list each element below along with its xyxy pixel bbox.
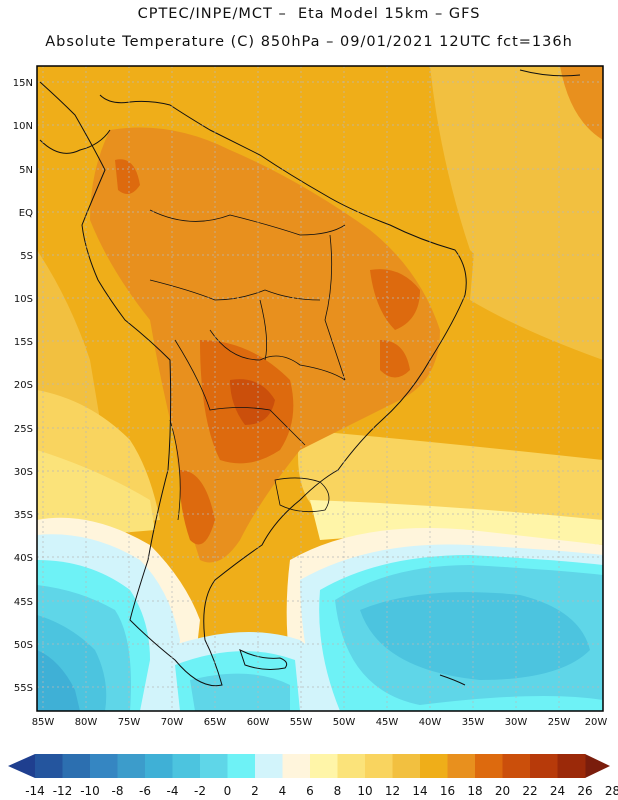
lon-label: 45W bbox=[376, 717, 399, 728]
lon-label: 35W bbox=[462, 717, 485, 728]
colorbar-swatch bbox=[337, 754, 366, 778]
lat-label: 55S bbox=[14, 683, 33, 694]
lon-label: 65W bbox=[204, 717, 227, 728]
colorbar-tick-label: 0 bbox=[224, 784, 232, 798]
colorbar-swatch bbox=[365, 754, 393, 778]
lat-label: 20S bbox=[14, 380, 33, 391]
lon-label: 80W bbox=[75, 717, 98, 728]
colorbar-tick-label: 24 bbox=[550, 784, 565, 798]
colorbar-swatch bbox=[557, 754, 586, 778]
colorbar-tick-label: -8 bbox=[112, 784, 124, 798]
colorbar-swatch bbox=[530, 754, 558, 778]
lat-label: 45S bbox=[14, 597, 33, 608]
colorbar-swatch bbox=[145, 754, 173, 778]
colorbar-swatch bbox=[420, 754, 448, 778]
colorbar-swatch bbox=[200, 754, 228, 778]
lon-label: 50W bbox=[333, 717, 356, 728]
temperature-field bbox=[37, 66, 603, 711]
chart-title-line-1: CPTEC/INPE/MCT – Eta Model 15km – GFS bbox=[137, 6, 481, 22]
colorbar-tick-label: 18 bbox=[467, 784, 482, 798]
colorbar-tick-label: -14 bbox=[25, 784, 45, 798]
lat-lon-grid bbox=[37, 66, 603, 711]
colorbar-tick-label: 16 bbox=[440, 784, 455, 798]
colorbar-swatch bbox=[172, 754, 201, 778]
lon-label: 20W bbox=[585, 717, 608, 728]
lat-label: 10N bbox=[13, 121, 33, 132]
colorbar-swatch bbox=[227, 754, 256, 778]
lon-label: 85W bbox=[32, 717, 55, 728]
lat-label: 50S bbox=[14, 640, 33, 651]
colorbar-swatch bbox=[310, 754, 338, 778]
colorbar-swatch bbox=[475, 754, 503, 778]
longitude-labels: 85W 80W 75W 70W 65W 60W 55W 50W 45W 40W … bbox=[32, 717, 608, 728]
colorbar-tick-label: 28 bbox=[605, 784, 618, 798]
lat-label: 35S bbox=[14, 510, 33, 521]
colorbar-swatch bbox=[90, 754, 118, 778]
lat-label: 5S bbox=[20, 251, 33, 262]
chart-title-line-2: Absolute Temperature (C) 850hPa – 09/01/… bbox=[45, 34, 573, 50]
colorbar-tick-label: 26 bbox=[577, 784, 592, 798]
colorbar-tick-label: 20 bbox=[495, 784, 510, 798]
lat-label: 5N bbox=[19, 165, 33, 176]
colorbar-swatch bbox=[62, 754, 91, 778]
lat-label: 15N bbox=[13, 78, 33, 89]
lon-label: 40W bbox=[419, 717, 442, 728]
colorbar-tick-label: 22 bbox=[522, 784, 537, 798]
colorbar-swatch bbox=[447, 754, 476, 778]
lon-label: 60W bbox=[247, 717, 270, 728]
lon-label: 55W bbox=[290, 717, 313, 728]
lat-label: 10S bbox=[14, 294, 33, 305]
colorbar-swatch bbox=[282, 754, 311, 778]
colorbar-tick-label: -2 bbox=[194, 784, 206, 798]
colorbar-swatch bbox=[502, 754, 531, 778]
colorbar-max-arrow bbox=[585, 754, 610, 778]
colorbar-swatch bbox=[392, 754, 421, 778]
lon-label: 30W bbox=[505, 717, 528, 728]
colorbar-swatch bbox=[117, 754, 146, 778]
lon-label: 75W bbox=[118, 717, 141, 728]
lat-label: 40S bbox=[14, 553, 33, 564]
lon-label: 70W bbox=[161, 717, 184, 728]
colorbar-swatch bbox=[35, 754, 63, 778]
colorbar-tick-label: -4 bbox=[167, 784, 179, 798]
colorbar-tick-label: 8 bbox=[334, 784, 342, 798]
colorbar-tick-label: -10 bbox=[80, 784, 100, 798]
colorbar-min-arrow bbox=[8, 754, 35, 778]
colorbar-tick-label: 10 bbox=[357, 784, 372, 798]
lat-label: EQ bbox=[19, 208, 33, 219]
colorbar-swatch bbox=[255, 754, 283, 778]
colorbar: -14 -12 -10 -8 -6 -4 -2 0 2 4 6 8 10 12 14 16 18 20 22 24 26… bbox=[8, 754, 618, 798]
colorbar-tick-label: 12 bbox=[385, 784, 400, 798]
colorbar-tick-label: 4 bbox=[279, 784, 287, 798]
lon-label: 25W bbox=[548, 717, 571, 728]
map-frame bbox=[36, 65, 604, 712]
coastline bbox=[39, 69, 581, 687]
colorbar-tick-label: -12 bbox=[53, 784, 73, 798]
colorbar-tick-label: 14 bbox=[412, 784, 427, 798]
lat-label: 25S bbox=[14, 424, 33, 435]
colorbar-tick-label: 6 bbox=[306, 784, 314, 798]
latitude-labels: 15N 10N 5N EQ 5S 10S 15S 20S 25S 30S 35S… bbox=[13, 78, 33, 694]
lat-label: 15S bbox=[14, 337, 33, 348]
lat-label: 30S bbox=[14, 467, 33, 478]
colorbar-tick-label: -6 bbox=[139, 784, 151, 798]
colorbar-tick-label: 2 bbox=[251, 784, 259, 798]
